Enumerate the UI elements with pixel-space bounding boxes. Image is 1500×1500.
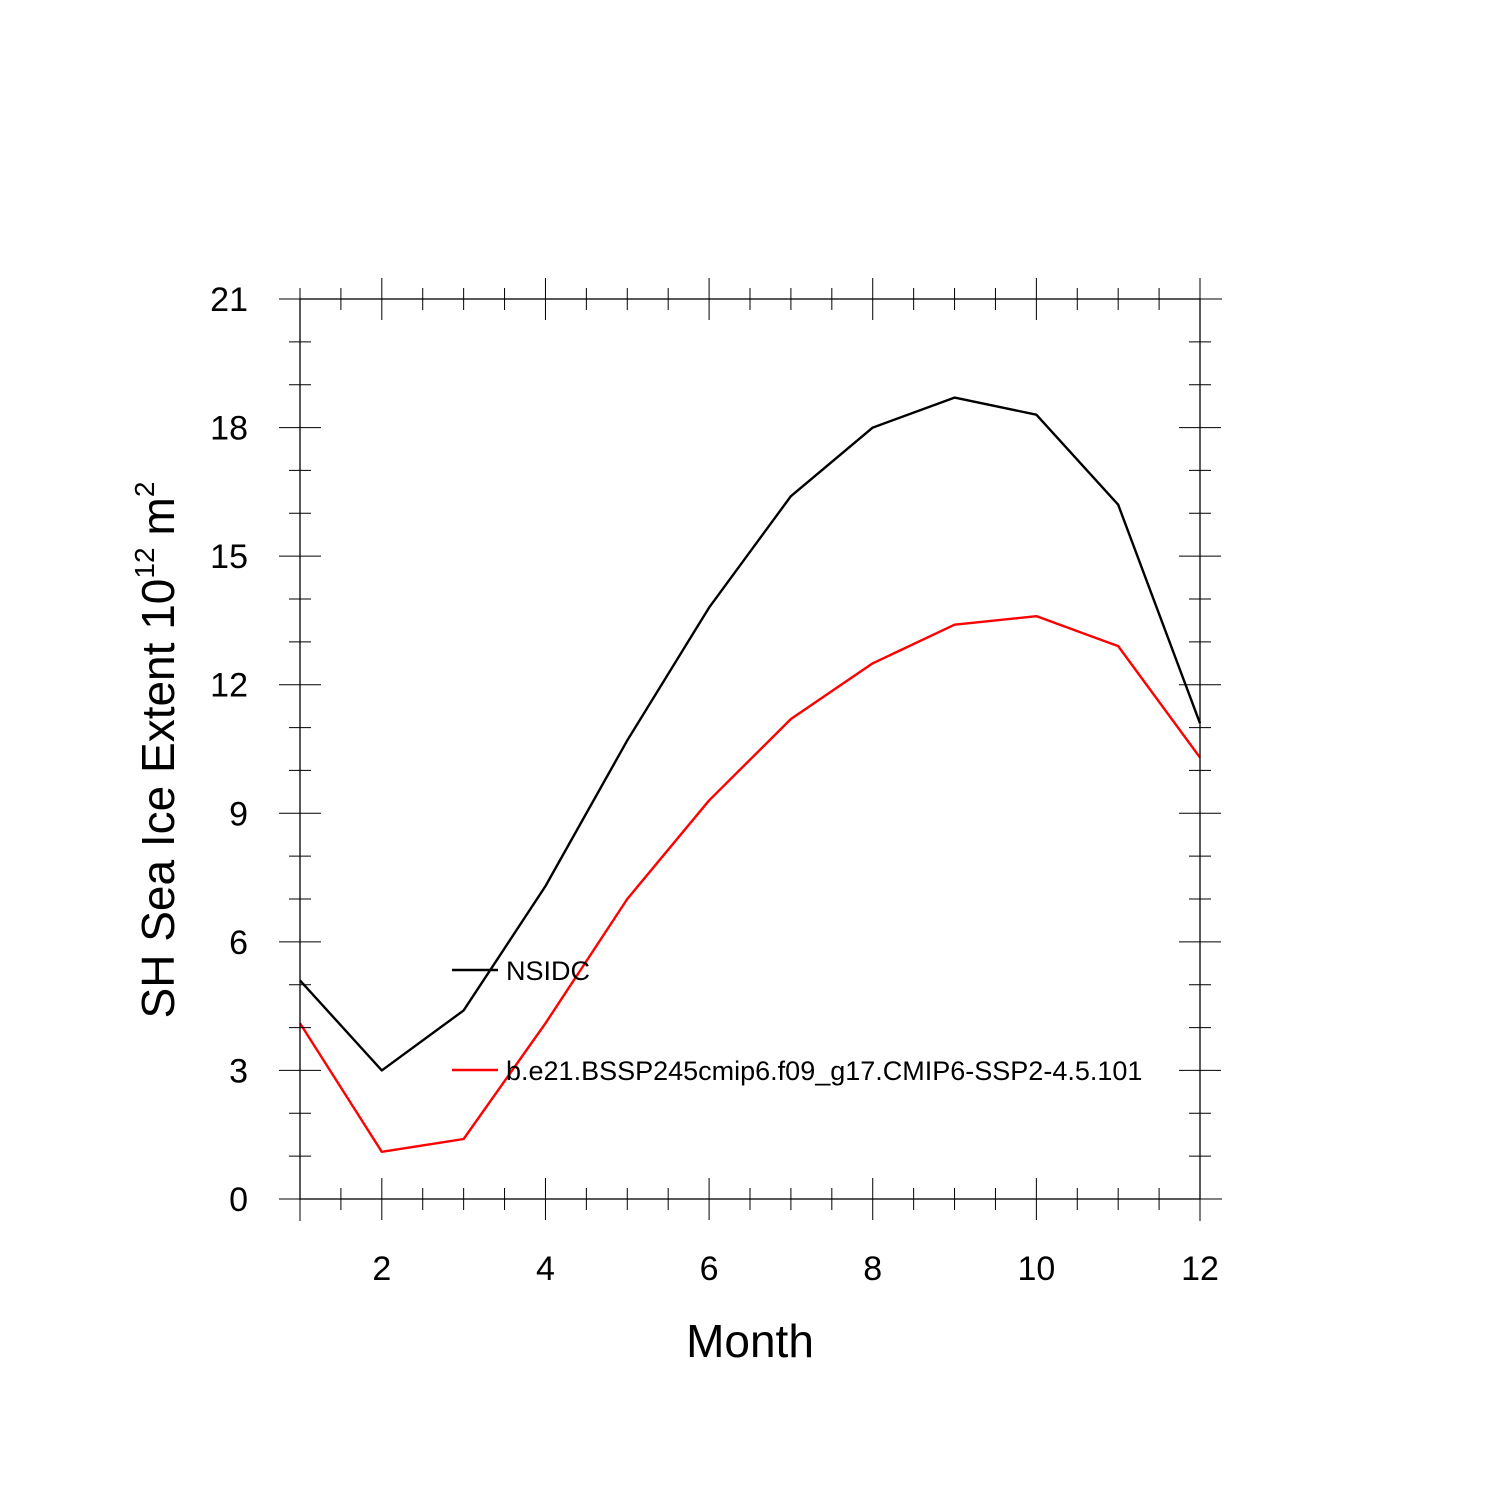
y-axis-title-exponent: 12 — [129, 547, 160, 578]
x-tick-label: 2 — [372, 1250, 391, 1288]
x-tick-label: 12 — [1181, 1250, 1219, 1288]
x-axis-title: Month — [686, 1315, 814, 1367]
x-tick-label: 4 — [536, 1250, 555, 1288]
x-tick-label: 8 — [863, 1250, 882, 1288]
y-tick-label: 18 — [210, 410, 248, 448]
series-line-2 — [298, 614, 1201, 1154]
y-tick-label: 3 — [229, 1052, 248, 1090]
y-tick-label: 12 — [210, 667, 248, 705]
tick-layer: 2 4 6 8 10 12 0 3 6 9 12 15 18 21 — [210, 278, 1222, 1288]
y-axis-title-unit: m — [132, 497, 184, 535]
y-tick-label: 21 — [210, 281, 248, 319]
y-axis-title-unit-exponent: 2 — [129, 482, 160, 498]
y-tick-label: 6 — [229, 924, 248, 962]
series-line-1 — [299, 396, 1202, 1072]
y-tick-label: 15 — [210, 538, 248, 576]
y-axis-title: SH Sea Ice Extent 1012 m2 — [129, 482, 184, 1019]
x-tick-label: 6 — [700, 1250, 719, 1288]
series-layer — [298, 396, 1202, 1154]
x-tick-label: 10 — [1017, 1250, 1055, 1288]
y-tick-label: 0 — [229, 1181, 248, 1219]
legend-label-1: NSIDC — [506, 956, 590, 986]
legend-label-2: b.e21.BSSP245cmip6.f09_g17.CMIP6-SSP2-4.… — [506, 1056, 1142, 1086]
legend: NSIDC b.e21.BSSP245cmip6.f09_g17.CMIP6-SS… — [452, 956, 1142, 1086]
y-axis-title-text: SH Sea Ice Extent 10 — [132, 579, 184, 1019]
y-tick-label: 9 — [229, 795, 248, 833]
